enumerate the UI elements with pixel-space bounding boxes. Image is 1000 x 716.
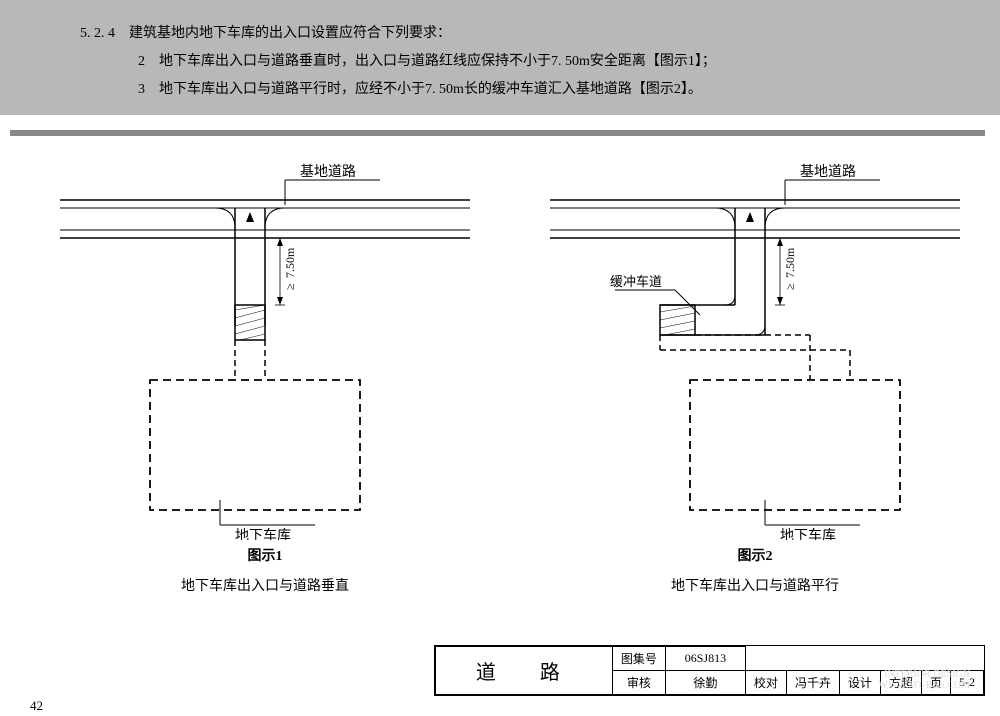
tb-main-title: 道 路 [435,647,612,695]
diagram-1-caption: 图示1 地下车库出入口与道路垂直 [40,545,490,595]
diagram-2: 基地道路 ≥ 7.50m [530,150,980,540]
header-line-2: 2 地下车库出入口与道路垂直时，出入口与道路红线应保持不小于7. 50m安全距离… [80,48,920,76]
diagram-2-svg: 基地道路 ≥ 7.50m [530,150,980,540]
buffer-label: 缓冲车道 [610,274,662,289]
road-label-1: 基地道路 [300,163,356,180]
header-line-1: 5. 2. 4 建筑基地内地下车库的出入口设置应符合下列要求： [80,20,920,48]
header-line-3: 3 地下车库出入口与道路平行时，应经不小于7. 50m长的缓冲车道汇入基地道路【… [80,76,920,104]
tb-review-name: 徐勤 [665,671,745,695]
distance-label-1: 7.50m [283,247,297,278]
section-divider [10,130,985,136]
svg-text:≥: ≥ [783,283,797,290]
distance-label-2: 7.50m [783,247,797,278]
tb-design-label: 设计 [839,671,880,695]
tb-set-value: 06SJ813 [665,647,745,671]
tb-set-label: 图集号 [612,647,665,671]
garage-label-2: 地下车库 [780,527,836,540]
garage-label-1: 地下车库 [235,527,291,540]
svg-text:≥: ≥ [283,283,297,290]
diagram-2-caption: 图示2 地下车库出入口与道路平行 [530,545,980,595]
road-label-2: 基地道路 [800,163,856,180]
tb-check-label: 校对 [745,671,786,695]
diagram-1-svg: 基地道路 ≥ 7.50m [40,150,490,540]
page-number: 42 [30,698,43,714]
tb-review-label: 审核 [612,671,665,695]
tb-check-name: 冯千卉 [786,671,839,695]
diagram-area: 基地道路 ≥ 7.50m [0,150,1000,630]
diagram-1: 基地道路 ≥ 7.50m [40,150,490,540]
watermark: INTERIOR DESIGNWWW.MT-BBS.COM [879,669,971,691]
header-text-block: 5. 2. 4 建筑基地内地下车库的出入口设置应符合下列要求： 2 地下车库出入… [0,0,1000,115]
